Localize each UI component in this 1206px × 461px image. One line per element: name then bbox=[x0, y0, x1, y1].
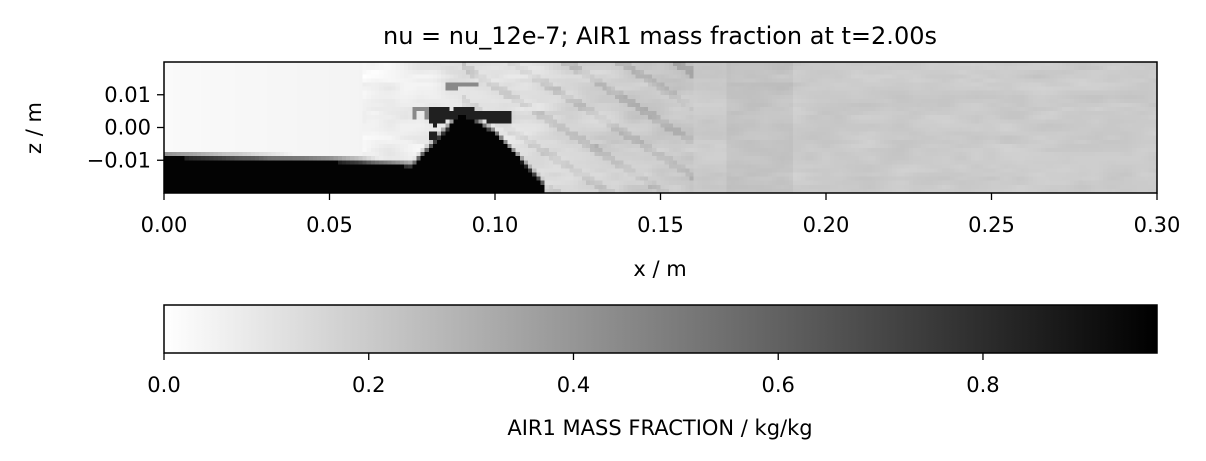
colorbar-bar bbox=[163, 304, 1158, 354]
x-axis-ticks: 0.00 0.05 0.10 0.15 0.20 0.25 0.30 bbox=[141, 193, 1181, 237]
colorbar-tick-label: 0.8 bbox=[966, 373, 999, 397]
colorbar-ticks: 0.0 0.2 0.4 0.6 0.8 bbox=[147, 353, 1000, 397]
x-tick-label: 0.15 bbox=[637, 213, 684, 237]
heatmap-plot: 0.00 0.05 0.10 0.15 0.20 0.25 0.30 0.01 0.00 −0.… bbox=[87, 61, 1181, 237]
x-tick-label: 0.20 bbox=[803, 213, 850, 237]
y-tick-label: 0.01 bbox=[104, 83, 151, 107]
x-tick-label: 0.00 bbox=[141, 213, 188, 237]
colorbar-tick-label: 0.0 bbox=[147, 373, 180, 397]
x-tick-label: 0.10 bbox=[472, 213, 519, 237]
chart-title: nu = nu_12e-7; AIR1 mass fraction at t=2… bbox=[383, 22, 937, 50]
y-tick-label: −0.01 bbox=[87, 148, 151, 172]
y-axis-ticks: 0.01 0.00 −0.01 bbox=[87, 83, 164, 172]
y-axis-label: z / m bbox=[22, 102, 46, 154]
x-tick-label: 0.25 bbox=[968, 213, 1015, 237]
y-tick-label: 0.00 bbox=[104, 116, 151, 140]
colorbar: 0.0 0.2 0.4 0.6 0.8 bbox=[147, 304, 1158, 397]
colorbar-label: AIR1 MASS FRACTION / kg/kg bbox=[507, 416, 812, 440]
colorbar-tick-label: 0.2 bbox=[352, 373, 385, 397]
heatmap-field bbox=[164, 62, 1157, 193]
x-axis-label: x / m bbox=[633, 257, 686, 281]
colorbar-tick-label: 0.6 bbox=[762, 373, 795, 397]
heatmap-image bbox=[164, 62, 1157, 193]
x-tick-label: 0.30 bbox=[1134, 213, 1181, 237]
x-tick-label: 0.05 bbox=[306, 213, 353, 237]
colorbar-tick-label: 0.4 bbox=[557, 373, 590, 397]
